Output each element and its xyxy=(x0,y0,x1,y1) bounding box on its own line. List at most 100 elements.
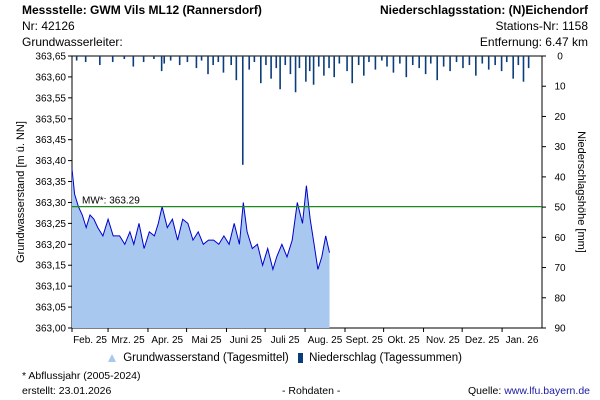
chart-legend: Grundwasserstand (Tagesmittel) Niedersch… xyxy=(108,352,462,364)
precip-bar xyxy=(160,56,163,72)
station-title: Messstelle: GWM Vils ML12 (Rannersdorf) xyxy=(22,3,262,17)
x-tick-label: Nov. 25 xyxy=(426,335,460,346)
x-tick-label: Mrz. 25 xyxy=(111,335,145,346)
precip-bar xyxy=(241,56,244,165)
precip-bar xyxy=(328,56,330,69)
y-left-tick-label: 363,45 xyxy=(35,135,66,146)
precip-bar xyxy=(153,56,155,60)
x-tick-label: Dez. 25 xyxy=(465,335,500,346)
source: Quelle: www.lfu.bayern.de xyxy=(468,385,590,397)
legend-gw-swatch xyxy=(108,353,116,362)
source-link[interactable]: www.lfu.bayern.de xyxy=(504,385,590,397)
y-right-tick-label: 0 xyxy=(557,52,563,63)
y-right-tick-label: 80 xyxy=(554,293,566,304)
precip-bar xyxy=(312,56,315,85)
mean-label: MW*: 363.29 xyxy=(82,196,140,207)
precip-bar xyxy=(494,56,496,66)
x-tick-label: Aug. 25 xyxy=(308,335,343,346)
precip-bar xyxy=(462,56,464,69)
precip-bar xyxy=(368,56,370,63)
precip-bar xyxy=(346,56,348,72)
precip-bar xyxy=(284,56,287,66)
precip-bar xyxy=(235,56,238,81)
precip-bar xyxy=(333,56,335,78)
station-number: Nr: 42126 xyxy=(22,19,75,33)
precip-bar xyxy=(500,56,503,72)
precip-bar xyxy=(418,56,420,69)
precip-bar xyxy=(222,56,225,73)
precip-bar xyxy=(392,56,395,73)
y-left-tick-label: 363,35 xyxy=(35,177,66,188)
precip-bar xyxy=(111,56,114,63)
precip-bar xyxy=(411,56,414,66)
y-right-tick-label: 50 xyxy=(554,203,566,214)
precip-bar xyxy=(289,56,292,75)
y-right-tick-label: 70 xyxy=(554,263,566,274)
y-left-tick-label: 363,20 xyxy=(35,240,66,251)
precip-bar xyxy=(442,56,445,67)
precip-bar xyxy=(308,56,311,72)
y-left-tick-label: 363,30 xyxy=(35,198,66,209)
y-left-tick-label: 363,10 xyxy=(35,282,66,293)
x-tick-label: Jan. 26 xyxy=(506,335,539,346)
precip-bar xyxy=(178,56,181,66)
x-tick-label: Juli 25 xyxy=(271,335,300,346)
precip-bar xyxy=(260,56,262,84)
precip-bar xyxy=(200,56,203,61)
precip-bar xyxy=(298,56,301,69)
precip-bar xyxy=(429,56,432,64)
x-tick-label: Apr. 25 xyxy=(151,335,183,346)
aquifer-label: Grundwasserleiter: xyxy=(22,35,123,49)
created-date: erstellt: 23.01.2026 xyxy=(22,385,112,397)
precip-bar xyxy=(357,56,360,66)
y-left-tick-label: 363,00 xyxy=(35,324,66,335)
precip-bar xyxy=(279,56,281,90)
precip-bar xyxy=(512,56,514,79)
precip-bar xyxy=(338,56,341,64)
footnote: * Abflussjahr (2005-2024) xyxy=(22,370,141,382)
precip-bar xyxy=(142,56,145,63)
x-tick-label: Juni 25 xyxy=(230,335,263,346)
precip-bar xyxy=(186,56,189,63)
precip-bar xyxy=(424,56,427,75)
y-right-tick-label: 90 xyxy=(554,324,566,335)
precip-bar xyxy=(253,56,256,63)
precip-bar xyxy=(374,56,377,70)
x-tick-label: Okt. 25 xyxy=(387,335,420,346)
y-right-tick-label: 10 xyxy=(554,82,566,93)
precip-station-distance: Entfernung: 6.47 km xyxy=(479,35,588,49)
y-right-tick-label: 60 xyxy=(554,233,566,244)
precip-bar xyxy=(351,56,354,84)
precip-bar xyxy=(84,56,87,63)
precip-bar xyxy=(294,56,297,93)
y-left-tick-label: 363,15 xyxy=(35,261,66,272)
y-right-axis-title: Niederschlagshöhe [mm] xyxy=(575,131,587,253)
precip-bar xyxy=(317,56,320,67)
precip-bar xyxy=(436,56,439,81)
x-tick-label: Mai 25 xyxy=(192,335,222,346)
precip-bar xyxy=(75,56,78,61)
precip-bar xyxy=(207,56,209,75)
precip-bar xyxy=(265,56,267,66)
precip-bar xyxy=(248,56,251,70)
legend-gw-label: Grundwasserstand (Tagesmittel) xyxy=(123,352,289,364)
precip-bar xyxy=(505,56,508,63)
precip-station-number: Stations-Nr: 1158 xyxy=(495,19,589,33)
precip-bar xyxy=(195,56,198,69)
legend-precip-label: Niederschlag (Tagessummen) xyxy=(309,352,462,364)
x-tick-label: Feb. 25 xyxy=(73,335,107,346)
legend-precip-swatch xyxy=(297,352,303,363)
y-right-tick-label: 30 xyxy=(554,142,566,153)
precip-bar xyxy=(455,56,458,63)
y-right-tick-label: 20 xyxy=(554,112,566,123)
precip-bar xyxy=(99,56,101,66)
precip-bar xyxy=(270,56,272,79)
precip-bar xyxy=(481,56,484,64)
y-left-tick-label: 363,65 xyxy=(35,52,66,63)
precip-bar xyxy=(363,56,365,76)
precip-bar xyxy=(123,56,126,60)
precip-bar xyxy=(386,56,388,67)
y-left-tick-label: 363,05 xyxy=(35,303,66,314)
precip-bar xyxy=(381,56,383,61)
